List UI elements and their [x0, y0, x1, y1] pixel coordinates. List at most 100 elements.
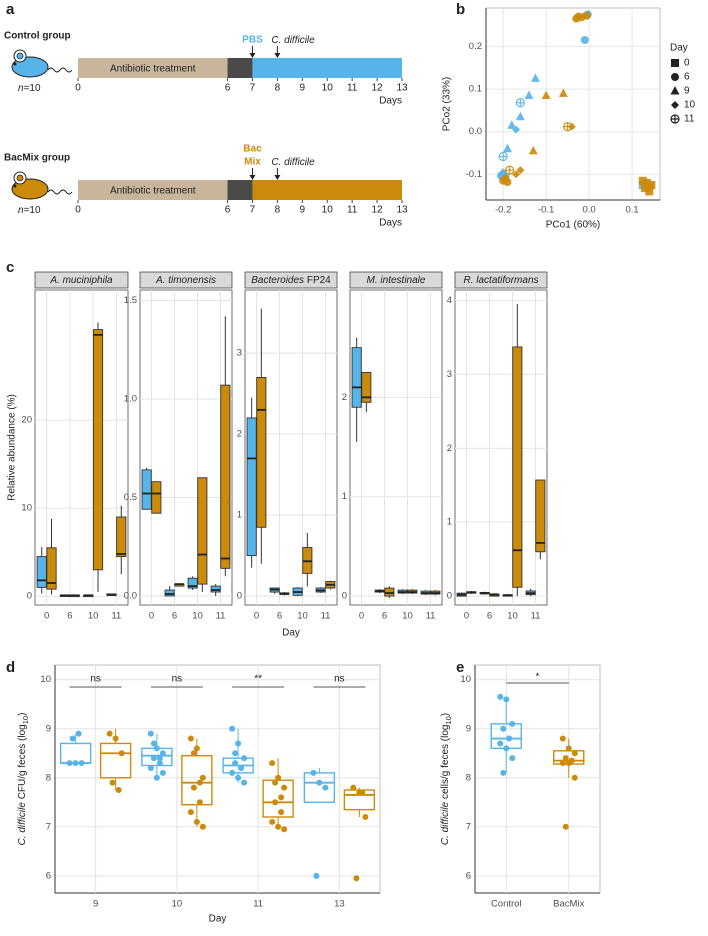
box [303, 772, 336, 803]
y-tick-label: 7 [46, 821, 51, 832]
text-part: n [18, 83, 24, 94]
point [281, 826, 288, 833]
significance-label: ns [334, 674, 345, 685]
arrow-head [249, 175, 256, 180]
point [562, 823, 569, 830]
plot-area [139, 289, 233, 606]
point [512, 125, 521, 134]
x-tick-label: 11 [111, 611, 121, 622]
y-tick-label: 1.5 [124, 295, 137, 306]
box [46, 547, 57, 590]
box [36, 556, 47, 588]
y-tick-label: 1 [237, 510, 242, 521]
x-tick-label: 10 [507, 611, 518, 622]
point [269, 760, 276, 767]
legend-marker [670, 114, 680, 124]
text-part: M. intestinale [367, 275, 426, 286]
y-tick-label: 0.5 [124, 492, 137, 503]
agent-label: Bac [243, 144, 262, 155]
point [150, 755, 157, 762]
point [571, 774, 578, 781]
y-tick-label: 1 [342, 491, 347, 502]
timeline-segment [78, 180, 228, 200]
tick-label: 10 [322, 83, 334, 94]
point [571, 750, 578, 757]
tick-label: 12 [372, 83, 384, 94]
box [181, 755, 213, 806]
point [232, 750, 239, 757]
timeline-segment [227, 180, 253, 200]
point [565, 760, 572, 767]
timeline-segment [252, 180, 402, 200]
y-tick-label: 0 [447, 591, 452, 602]
plot-area [454, 289, 548, 606]
tick-label: 7 [250, 83, 256, 94]
point [196, 779, 203, 786]
point [502, 143, 512, 153]
legend-label: 6 [684, 72, 690, 83]
tick-label: 6 [225, 83, 231, 94]
box [210, 585, 221, 593]
box [116, 516, 127, 558]
legend-marker [671, 73, 679, 81]
x-tick-label: 0.1 [625, 205, 638, 216]
text-part: =10 [24, 83, 41, 94]
point [565, 745, 572, 752]
y-axis-label: PCo2 (33%) [442, 77, 453, 131]
point [509, 755, 516, 762]
point [275, 774, 282, 781]
point [190, 784, 197, 791]
point [497, 740, 504, 747]
x-tick-label: -0.2 [495, 205, 511, 216]
point [524, 90, 534, 99]
panel-label: d [6, 659, 15, 676]
x-tick-label: -0.1 [538, 205, 554, 216]
y-tick-label: 0.0 [124, 590, 137, 601]
x-tick-label: 0 [44, 611, 49, 622]
plot-area [485, 7, 661, 201]
box [197, 477, 208, 585]
point [275, 823, 282, 830]
y-tick-label: 2 [237, 429, 242, 440]
point [115, 787, 122, 794]
y-axis-label: C. difficile cells/g feces (log10) [440, 713, 454, 845]
text-part: C. difficile [271, 35, 315, 46]
point [530, 73, 540, 82]
text-part: 10 [21, 716, 30, 724]
significance-label: ns [90, 674, 101, 685]
tick-label: 13 [396, 83, 408, 94]
y-tick-label: 8 [466, 772, 471, 783]
point [153, 774, 160, 781]
point [193, 745, 200, 752]
point [322, 784, 329, 791]
mouse-tail [47, 189, 73, 195]
legend-label: 0 [684, 58, 690, 69]
facet-title: M. intestinale [367, 275, 426, 286]
point [506, 735, 513, 742]
segment-label: Antibiotic treatment [110, 64, 196, 75]
legend-marker [671, 101, 679, 109]
point [359, 789, 366, 796]
y-tick-label: -0.1 [466, 169, 482, 180]
arrow-head [274, 175, 281, 180]
tick-label: 11 [347, 83, 358, 94]
point [272, 779, 279, 786]
point [500, 725, 507, 732]
mouse-tail [47, 67, 73, 73]
y-axis-label: Relative abundance (%) [7, 394, 18, 501]
box [256, 377, 267, 528]
y-tick-label: 10 [21, 503, 32, 514]
y-tick-label: 0 [342, 591, 347, 602]
arrow-head [274, 53, 281, 58]
point [503, 745, 510, 752]
timeline-segment [78, 58, 228, 78]
y-tick-label: 7 [466, 821, 471, 832]
facet-strip [454, 271, 548, 289]
point [498, 151, 508, 162]
plot-area [349, 289, 443, 606]
point [118, 750, 125, 757]
x-tick-label: 10 [88, 611, 99, 622]
x-tick-label: 6 [487, 611, 492, 622]
legend-title: Day [670, 43, 688, 54]
text-part: n [18, 205, 24, 216]
